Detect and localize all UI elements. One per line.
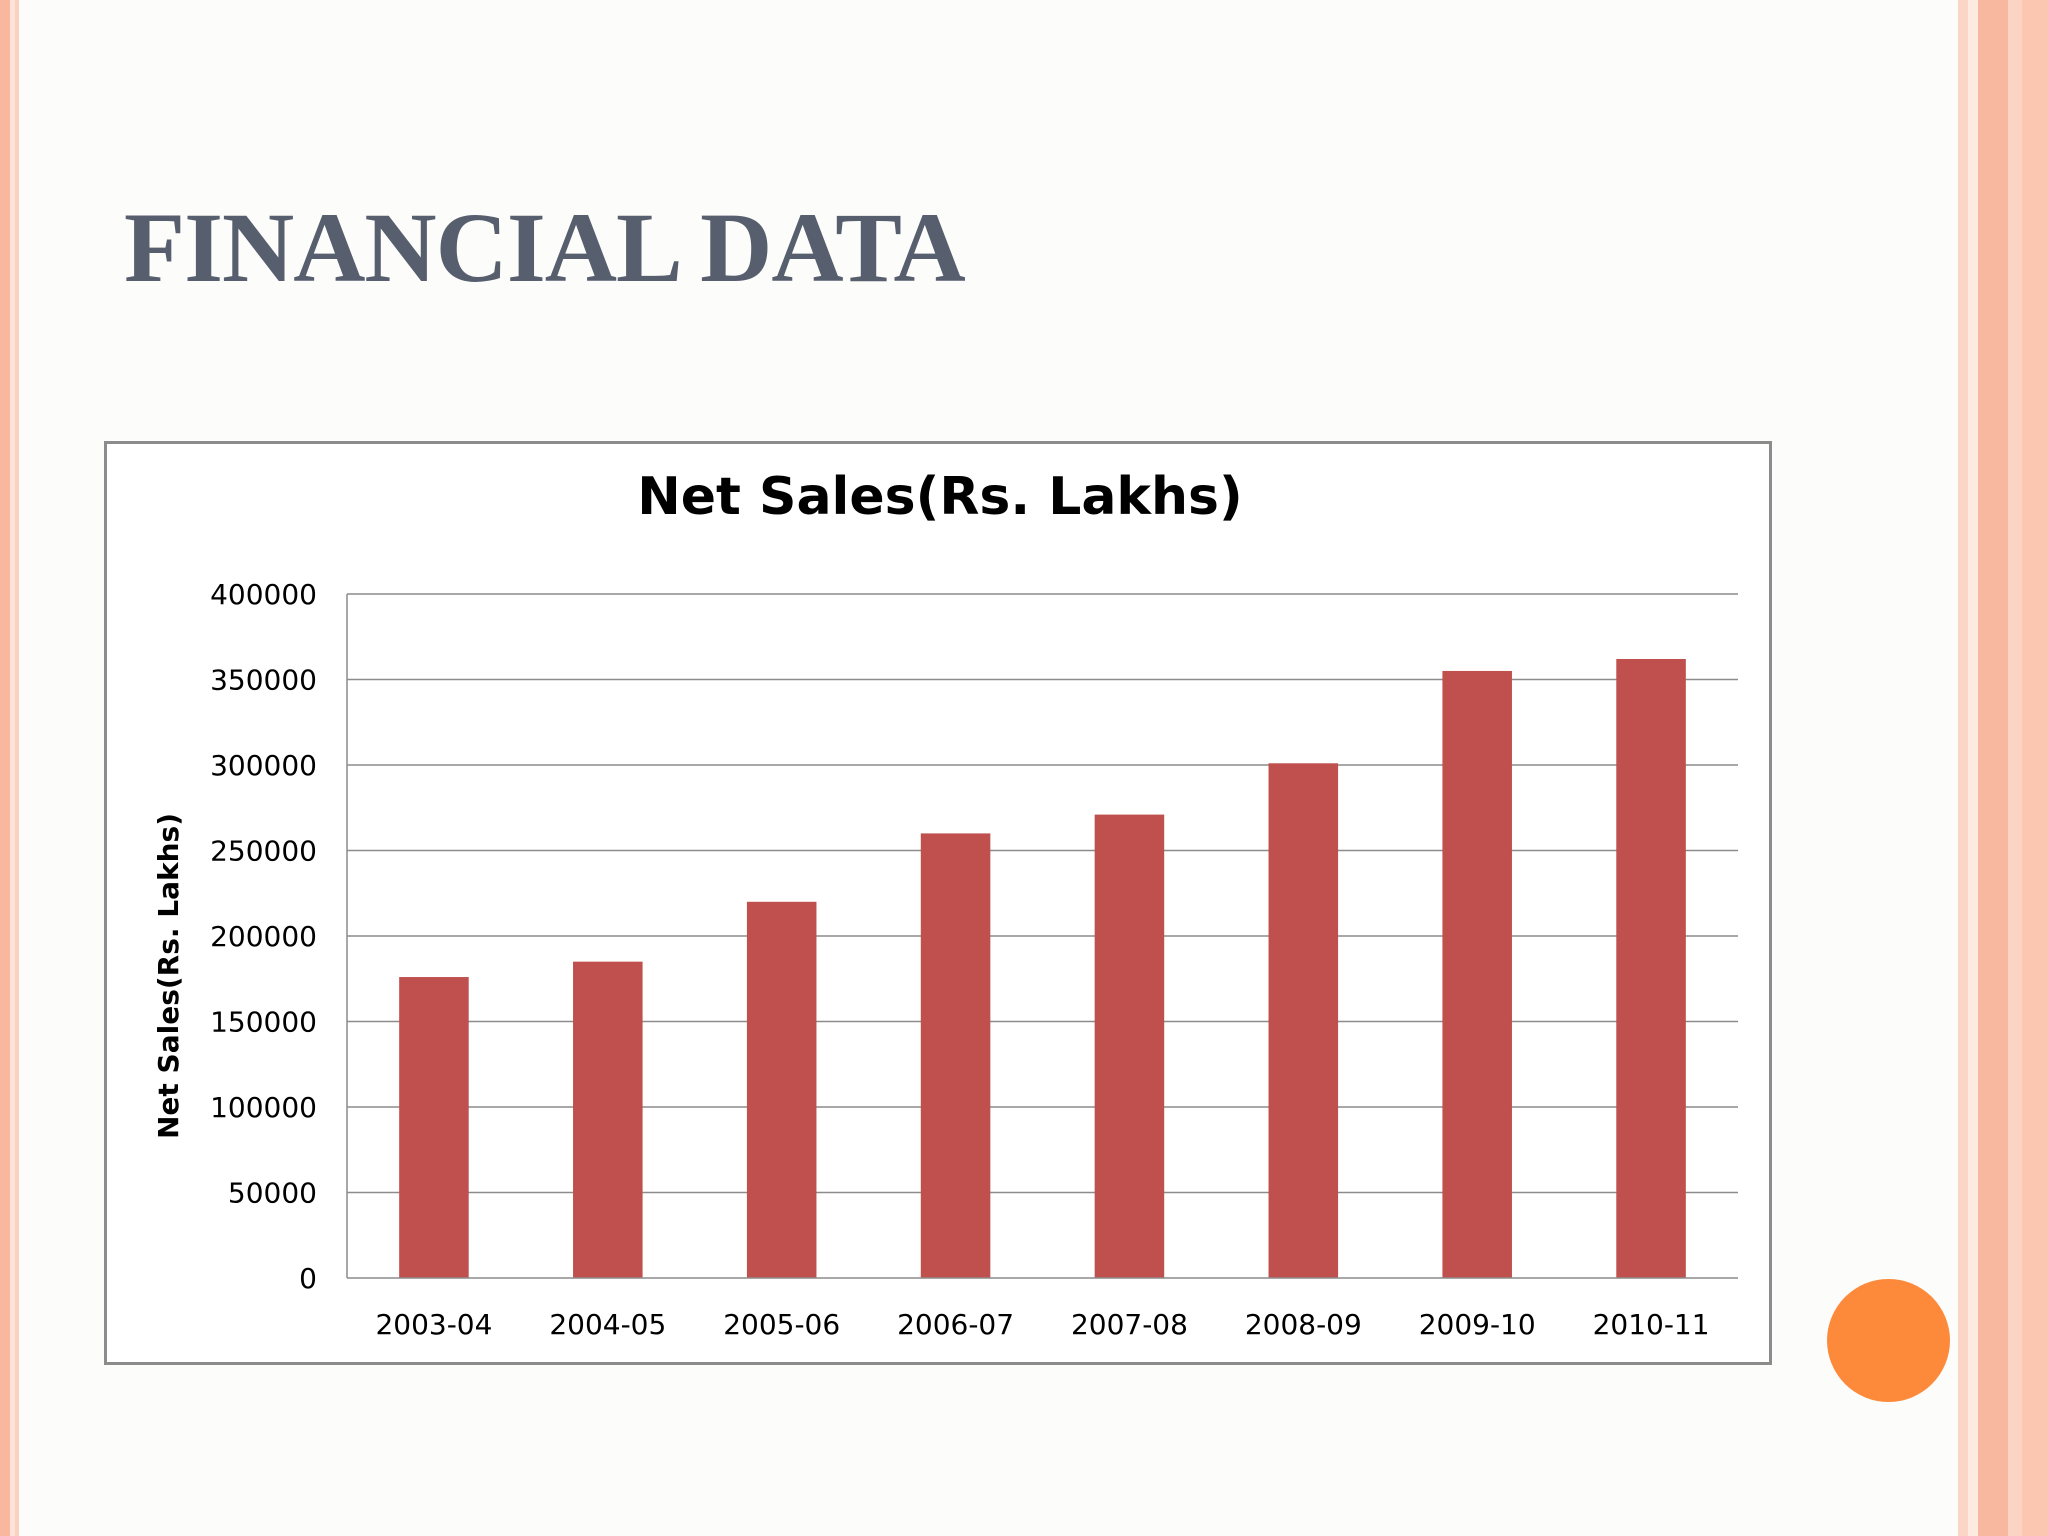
bar-2004-05 xyxy=(573,961,643,1278)
y-tick-label: 50000 xyxy=(228,1177,317,1210)
bars xyxy=(399,658,1686,1278)
gridlines xyxy=(347,593,1738,1194)
right-border-stripe-light xyxy=(1968,0,1978,1536)
bar-2006-07 xyxy=(920,833,991,1278)
chart-title: Net Sales(Rs. Lakhs) xyxy=(637,467,1243,527)
y-tick-label: 300000 xyxy=(210,749,317,782)
right-border-stripe xyxy=(1958,0,1968,1536)
x-tick-label: 2008-09 xyxy=(1245,1308,1362,1341)
bar-2003-04 xyxy=(399,977,469,1278)
net-sales-bar-chart: 0 50000 100000 150000 200000 250000 300000 3500… xyxy=(152,467,1738,1341)
y-tick-label: 250000 xyxy=(210,835,317,868)
bar-2005-06 xyxy=(746,901,817,1278)
orange-circle-decoration xyxy=(1827,1279,1950,1402)
bar-2007-08 xyxy=(1094,814,1165,1278)
x-tick-label: 2010-11 xyxy=(1593,1308,1710,1341)
x-tick-label: 2004-05 xyxy=(549,1308,666,1341)
right-border-stripe-wide xyxy=(1978,0,2008,1536)
y-tick-label: 350000 xyxy=(210,664,317,697)
right-border-stripe-outer xyxy=(2022,0,2048,1536)
y-tick-label: 150000 xyxy=(210,1006,317,1039)
bar-2008-09 xyxy=(1268,763,1339,1278)
right-border-stripe-pale xyxy=(2008,0,2022,1536)
bar-2010-11 xyxy=(1616,658,1686,1278)
y-tick-label: 100000 xyxy=(210,1091,317,1124)
x-tick-label: 2003-04 xyxy=(375,1308,492,1341)
axes xyxy=(346,594,1738,1279)
x-tick-labels: 2003-04 2004-05 2005-06 2006-07 2007-08 2008-… xyxy=(375,1308,1709,1341)
y-tick-label: 400000 xyxy=(210,578,317,611)
y-axis-label: Net Sales(Rs. Lakhs) xyxy=(152,813,185,1139)
x-tick-label: 2007-08 xyxy=(1071,1308,1188,1341)
x-tick-label: 2005-06 xyxy=(723,1308,840,1341)
x-tick-label: 2006-07 xyxy=(897,1308,1014,1341)
y-tick-label: 200000 xyxy=(210,920,317,953)
left-border-stripe-thin xyxy=(15,0,19,1536)
y-tick-labels: 0 50000 100000 150000 200000 250000 300000 3500… xyxy=(210,578,317,1295)
left-border-stripe-light xyxy=(10,0,15,1536)
slide-title: FINANCIAL DATA xyxy=(124,192,966,303)
chart-frame: 0 50000 100000 150000 200000 250000 300000 3500… xyxy=(104,441,1772,1365)
y-tick-label: 0 xyxy=(299,1262,317,1295)
x-tick-label: 2009-10 xyxy=(1419,1308,1536,1341)
bar-2009-10 xyxy=(1442,670,1512,1278)
left-border-stripe xyxy=(0,0,10,1536)
